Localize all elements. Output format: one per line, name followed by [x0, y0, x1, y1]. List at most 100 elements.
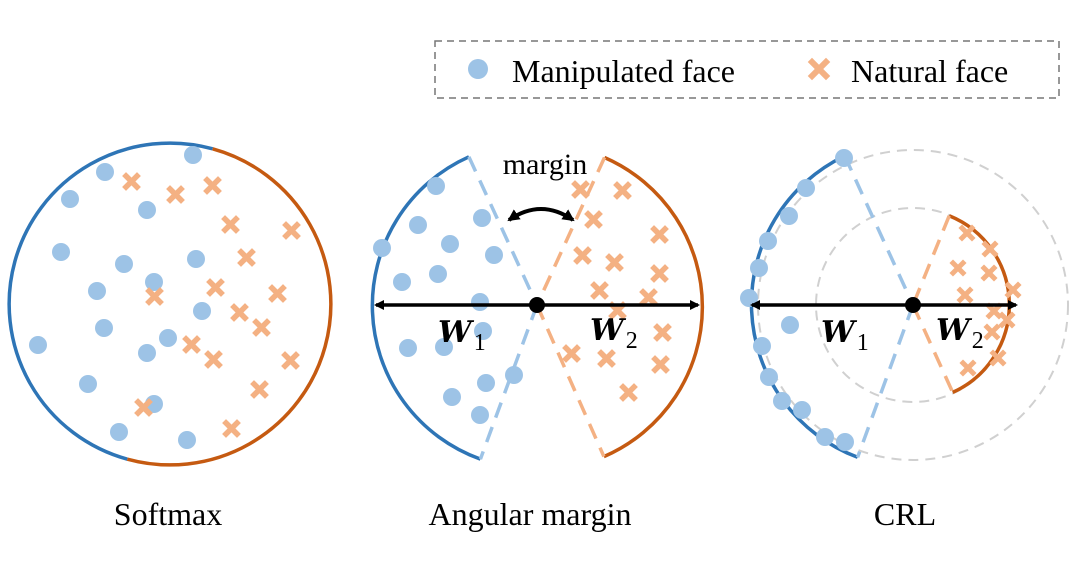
point-manipulated [399, 339, 417, 357]
point-natural [956, 286, 974, 304]
point-manipulated [427, 177, 445, 195]
point-manipulated [505, 366, 523, 384]
point-manipulated [138, 344, 156, 362]
point-natural [268, 284, 287, 303]
natural-arc [603, 155, 705, 459]
softmax-manipulated-points [29, 146, 211, 449]
point-natural [608, 301, 627, 320]
point-natural [145, 287, 164, 306]
point-natural [281, 351, 300, 370]
point-manipulated [52, 243, 70, 261]
outer-dashed-ring [757, 149, 1069, 461]
w1-label: W1 [821, 315, 869, 356]
point-natural [949, 259, 967, 277]
point-natural [651, 355, 670, 374]
point-natural [250, 380, 269, 399]
manipulated-boundary-upper [843, 155, 915, 306]
point-manipulated [61, 190, 79, 208]
point-natural [562, 344, 581, 363]
point-manipulated [373, 239, 391, 257]
point-manipulated [471, 406, 489, 424]
manipulated-marker-icon [468, 59, 488, 79]
point-natural [653, 323, 672, 342]
caption-crl: CRL [874, 496, 936, 532]
point-natural [981, 240, 999, 258]
point-natural [221, 215, 240, 234]
point-manipulated [159, 329, 177, 347]
point-natural [230, 303, 249, 322]
point-natural [206, 278, 225, 297]
margin-label: margin [503, 148, 587, 181]
point-manipulated [750, 259, 768, 277]
point-natural [252, 318, 271, 337]
point-manipulated [178, 431, 196, 449]
point-manipulated [473, 209, 491, 227]
legend-manipulated-label: Manipulated face [512, 53, 735, 89]
natural-arc [126, 147, 333, 467]
point-natural [605, 253, 624, 272]
panel-softmax: Softmax [7, 141, 333, 532]
point-manipulated [184, 146, 202, 164]
point-manipulated [485, 246, 503, 264]
point-manipulated [474, 322, 492, 340]
panel-angular-margin: margin W1 W2 Angular margin [370, 148, 705, 532]
point-manipulated [115, 255, 133, 273]
point-natural [122, 172, 141, 191]
point-manipulated [435, 338, 453, 356]
point-manipulated [138, 201, 156, 219]
crl-natural-points [949, 224, 1022, 377]
point-natural [571, 180, 590, 199]
point-manipulated [760, 368, 778, 386]
point-manipulated [835, 149, 853, 167]
point-manipulated [753, 337, 771, 355]
point-manipulated [759, 232, 777, 250]
point-manipulated [187, 250, 205, 268]
origin-dot [905, 297, 921, 313]
softmax-natural-points [122, 172, 301, 438]
manipulated-boundary-upper [467, 156, 539, 306]
manipulated-arc [370, 155, 481, 461]
point-manipulated [471, 293, 489, 311]
point-natural [166, 185, 185, 204]
point-natural [650, 264, 669, 283]
caption-softmax: Softmax [114, 496, 222, 532]
caption-angular-margin: Angular margin [429, 496, 632, 532]
point-manipulated [193, 302, 211, 320]
point-natural [639, 288, 658, 307]
origin-dot [529, 297, 545, 313]
point-natural [182, 335, 201, 354]
point-natural [998, 311, 1016, 329]
point-natural [1004, 281, 1022, 299]
angular-boundaries [467, 156, 607, 460]
legend: Manipulated face Natural face [434, 40, 1060, 99]
point-natural [613, 181, 632, 200]
crl-manipulated-points [740, 149, 854, 451]
point-natural [590, 281, 609, 300]
point-manipulated [88, 282, 106, 300]
point-manipulated [773, 392, 791, 410]
point-natural [134, 398, 153, 417]
crl-boundaries [843, 155, 955, 458]
angular-natural-points [562, 180, 672, 402]
w1-label: W1 [438, 315, 486, 356]
point-manipulated [110, 423, 128, 441]
point-natural [985, 302, 1003, 320]
point-manipulated [145, 273, 163, 291]
point-manipulated [29, 336, 47, 354]
legend-natural-label: Natural face [851, 53, 1008, 89]
point-manipulated [793, 401, 811, 419]
point-natural [989, 349, 1007, 367]
natural-boundary-lower [535, 304, 606, 458]
manipulated-boundary-lower [855, 304, 915, 458]
natural-boundary-upper [911, 215, 951, 306]
margin-curved-arrow [507, 207, 575, 222]
point-manipulated [443, 388, 461, 406]
point-manipulated [780, 207, 798, 225]
manipulated-arc [7, 141, 214, 461]
point-natural [597, 349, 616, 368]
point-manipulated [79, 375, 97, 393]
point-manipulated [429, 265, 447, 283]
point-manipulated [797, 179, 815, 197]
point-natural [222, 419, 241, 438]
legend-box [434, 40, 1060, 99]
